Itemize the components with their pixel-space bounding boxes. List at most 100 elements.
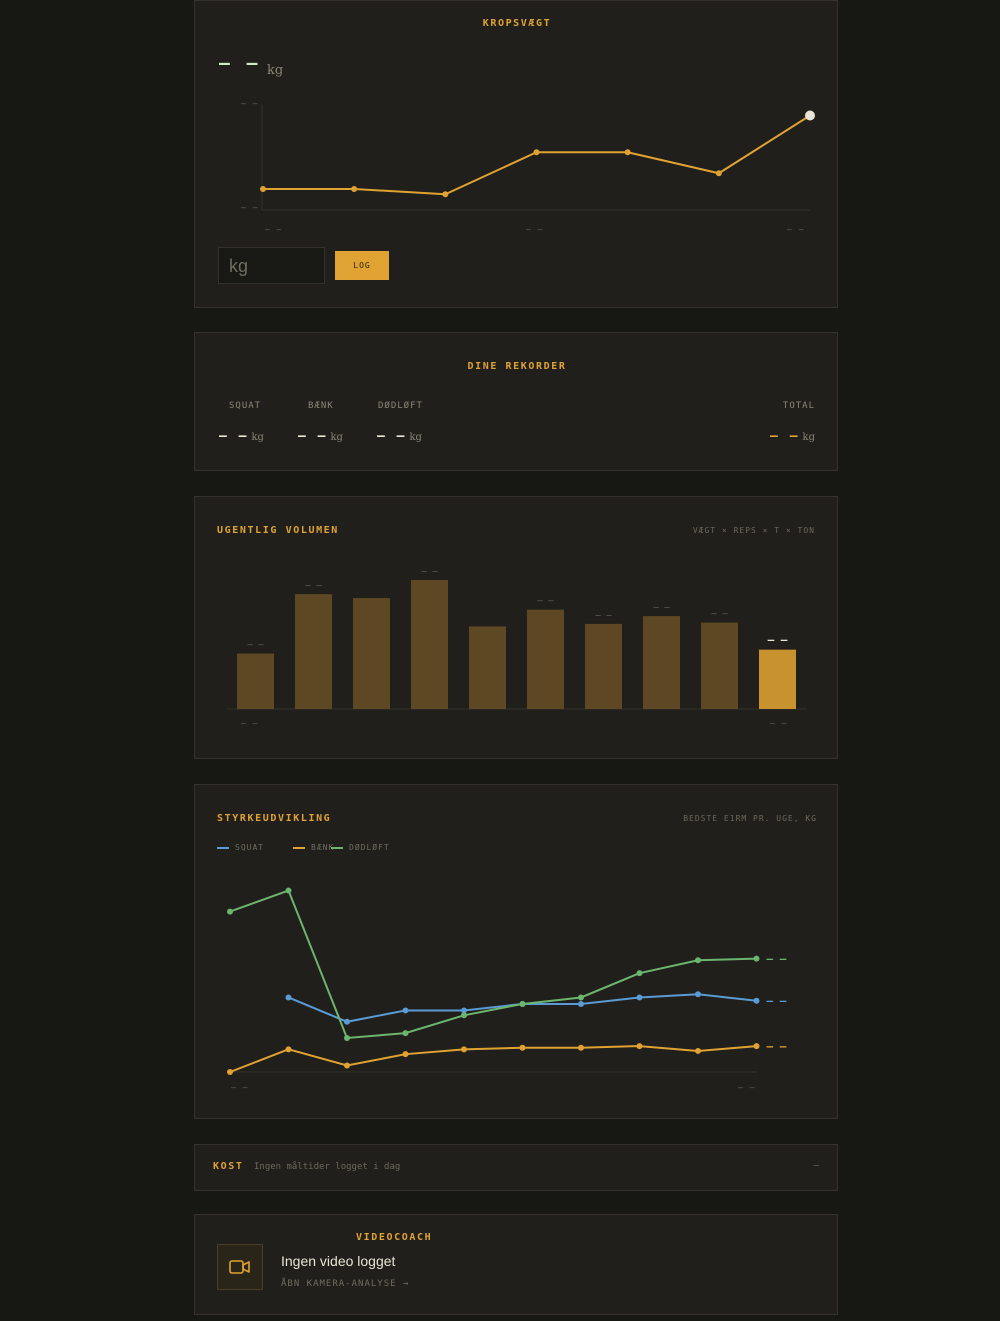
strength-point-dødløft [344,1034,350,1041]
bodyweight-card: KROPSVÆGT – – kg – – – – – – – – – – kg … [194,0,838,308]
bodyweight-y-bottom: – – [241,203,259,212]
strength-point-squat [753,997,760,1004]
strength-point-squat [461,1007,467,1014]
strength-point-dødløft [636,970,643,977]
bodyweight-chart [260,105,815,211]
record-label-bench: BÆNK [308,401,334,411]
weight-input[interactable]: kg [218,247,325,284]
legend-deadlift-swatch [331,846,343,849]
strength-point-bænk [402,1051,409,1058]
strength-point-bænk [461,1046,467,1053]
strength-point-squat [285,994,292,1001]
bodyweight-y-top: – – [241,99,259,108]
record-value-total: – – kg [770,429,815,444]
strength-point-bænk [344,1062,350,1069]
strength-point-dødløft [519,1000,526,1007]
volume-bar-label: – – [595,611,612,621]
strength-point-bænk [753,1043,760,1050]
strength-point-bænk [285,1046,292,1053]
volume-bar [527,609,564,709]
diet-title: KOST [213,1161,244,1172]
record-label-squat: SQUAT [229,401,262,411]
strength-line-squat [288,993,757,1023]
volume-title: UGENTLIG VOLUMEN [217,525,339,536]
volume-subtitle: VÆGT × REPS × T × TON [692,526,815,535]
bodyweight-point [442,191,449,198]
record-label-total: TOTAL [782,401,815,411]
strength-point-dødløft [461,1012,467,1019]
bodyweight-point [715,170,722,177]
diet-status: Ingen måltider logget i dag [254,1162,401,1172]
volume-bar [411,580,448,709]
volume-bar-label: – – [768,634,788,647]
videocoach-card: VIDEOCOACH Ingen video logget ÅBN KAMERA… [194,1214,838,1315]
strength-point-bænk [695,1047,701,1054]
volume-bar [585,623,622,709]
strength-point-dødløft [695,957,701,964]
volume-axis-left: – – [241,719,259,728]
strength-point-dødløft [285,887,292,894]
volume-bar-label: – – [305,581,322,591]
strength-point-squat [695,991,701,998]
record-value-squat: – – kg [219,429,264,444]
videocoach-title: VIDEOCOACH [356,1232,433,1243]
legend-bench-swatch [293,846,305,849]
volume-bar [701,622,738,709]
volume-bar-label: – – [421,567,438,577]
log-button[interactable]: LOG [335,251,389,280]
strength-point-bænk [227,1069,233,1075]
bodyweight-current: – – [219,53,261,74]
strength-end-label-dødløft: – – [767,953,787,966]
open-camera-analysis-link[interactable]: ÅBN KAMERA-ANALYSE → [281,1279,410,1289]
record-value-bench: – – kg [298,429,343,444]
diet-card[interactable]: KOST Ingen måltider logget i dag – [194,1144,838,1191]
strength-axis-left: – – [231,1083,249,1092]
legend-squat: SQUAT [217,843,264,852]
bodyweight-point [351,186,358,192]
video-camera-icon[interactable] [217,1244,263,1290]
volume-bar-label: – – [537,597,554,607]
volume-bar-label: – – [653,603,670,613]
strength-point-bænk [519,1044,526,1051]
records-title: DINE REKORDER [467,361,567,372]
strength-card: STYRKEUDVIKLING BEDSTE E1RM PR. UGE, KG … [194,784,838,1119]
strength-point-bænk [578,1044,584,1051]
volume-bar [643,616,680,709]
bodyweight-x-label-1: – – [265,225,283,234]
records-card: DINE REKORDER SQUAT BÆNK DØDLØFT TOTAL –… [194,332,838,471]
strength-axis-right: – – [738,1083,756,1092]
record-value-deadlift: – – kg [377,429,422,444]
strength-point-bænk [636,1043,643,1050]
record-label-deadlift: DØDLØFT [378,401,423,411]
strength-point-squat [636,994,643,1001]
bodyweight-title: KROPSVÆGT [482,18,552,29]
strength-end-label-squat: – – [767,995,787,1008]
videocoach-heading: Ingen video logget [281,1253,396,1269]
volume-chart: – – – – – – – – – – – – – – – – [227,567,807,710]
strength-point-squat [402,1007,409,1014]
bodyweight-point [533,149,540,156]
volume-bar-label: – – [247,641,264,651]
bodyweight-x-label-2: – – [526,225,544,234]
strength-line-dødløft [229,889,757,1040]
strength-end-label-bænk: – – [767,1040,787,1053]
bodyweight-point [624,149,631,156]
strength-point-dødløft [578,994,584,1001]
legend-squat-swatch [217,846,229,849]
strength-subtitle: BEDSTE E1RM PR. UGE, KG [683,814,817,823]
legend-deadlift: DØDLØFT [331,843,390,852]
strength-point-dødløft [753,955,760,962]
bodyweight-unit: kg [267,63,284,78]
strength-point-squat [344,1018,350,1025]
volume-bar [353,598,390,709]
volume-bar [237,653,274,709]
diet-value: – [813,1161,819,1171]
volume-bar [295,594,332,709]
strength-chart: – – – – – – [227,887,787,1075]
volume-bar [759,649,796,709]
legend-bench: BÆNK [293,843,334,852]
volume-bar [469,626,506,709]
strength-title: STYRKEUDVIKLING [217,813,332,824]
volume-bar-label: – – [711,610,728,620]
strength-point-squat [578,1000,584,1007]
